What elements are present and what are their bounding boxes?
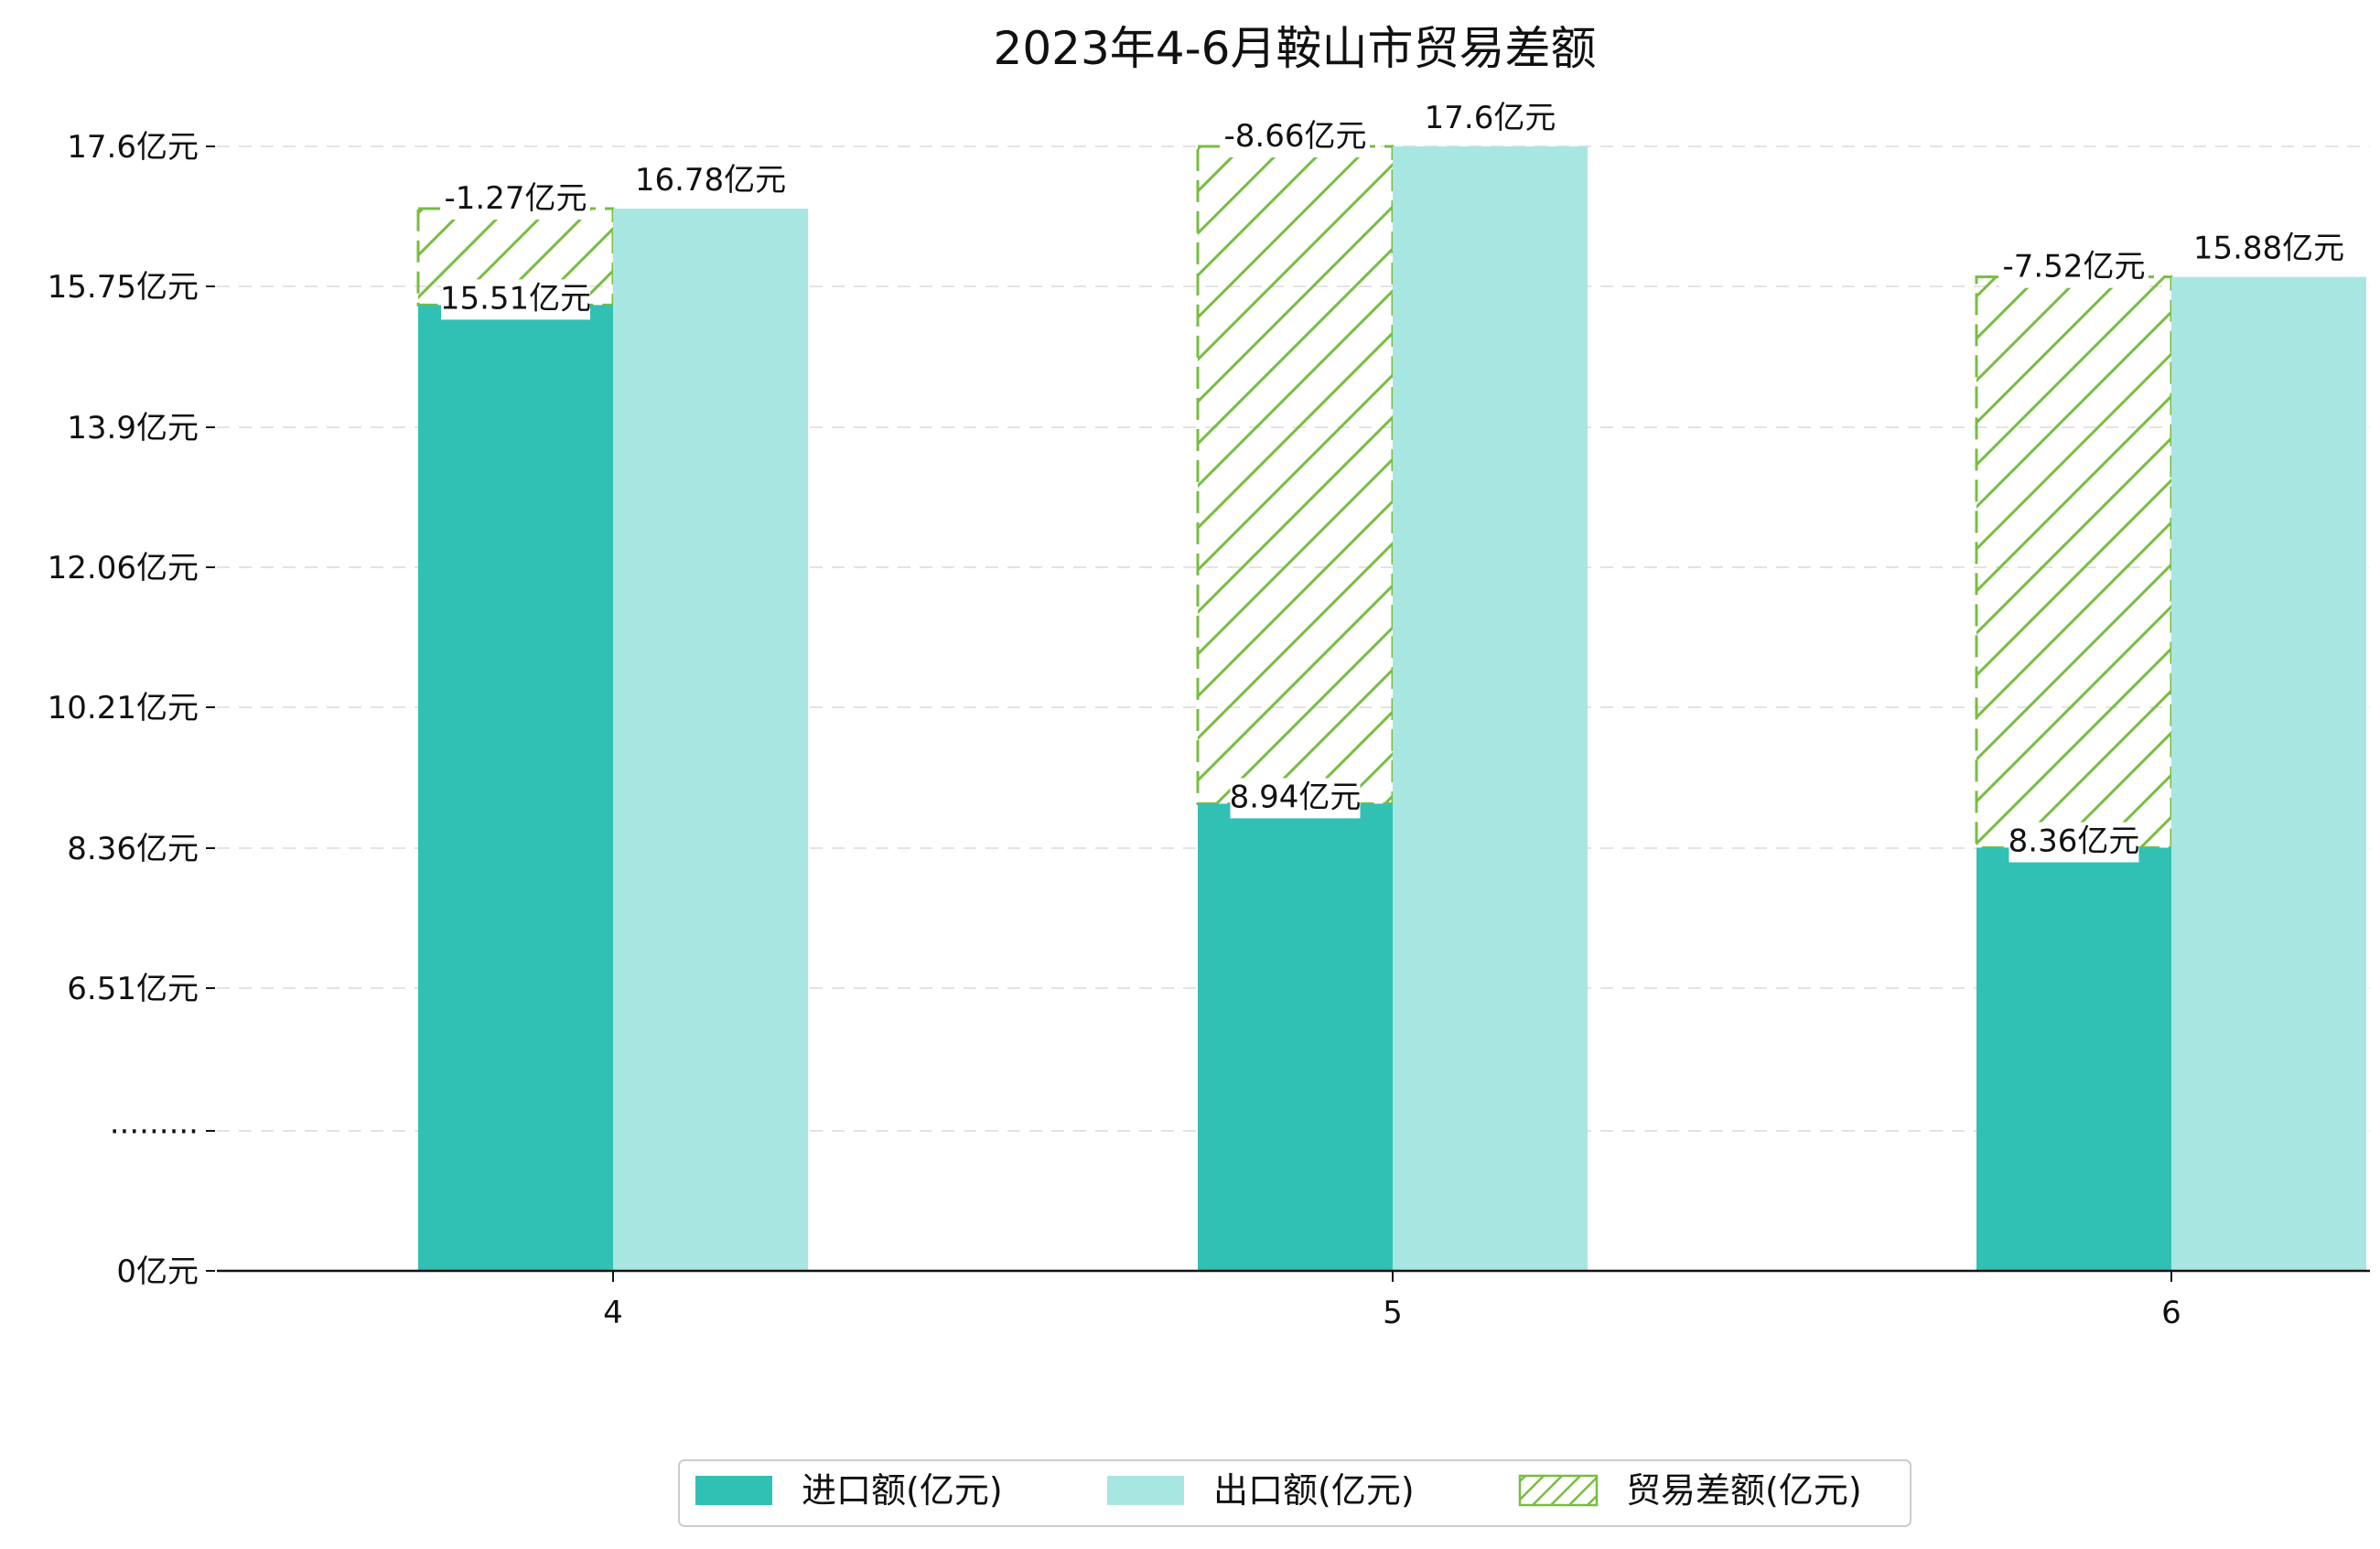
x-tick-label: 5 xyxy=(1383,1295,1403,1331)
x-tick-label: 4 xyxy=(603,1295,623,1331)
export-value-label-bg xyxy=(2194,229,2343,270)
y-tick-label: ········· xyxy=(110,1113,199,1150)
export-bar xyxy=(613,209,808,1271)
trade-balance-bar xyxy=(1975,275,2173,850)
import-value-label: 15.51亿元 xyxy=(440,280,591,317)
balance-value-label-bg xyxy=(1999,247,2148,288)
legend-swatch xyxy=(1518,1474,1599,1507)
data-labels: 15.51亿元 16.78亿元 -1.27亿元 8.94亿元 17.6亿元 -8.66亿元… xyxy=(440,99,2344,863)
bars xyxy=(416,145,2366,1271)
import-bar xyxy=(1198,803,1393,1271)
balance-value-label: -1.27亿元 xyxy=(445,180,587,217)
import-value-label-bg xyxy=(2008,822,2139,863)
legend-label: 出口额(亿元) xyxy=(1213,1470,1415,1511)
y-tick-label: 0亿元 xyxy=(116,1253,199,1290)
import-bar xyxy=(1976,847,2171,1271)
balance-value-label: -7.52亿元 xyxy=(2003,249,2146,285)
export-value-label-bg xyxy=(636,161,785,202)
export-value-label-bg xyxy=(1425,99,1556,139)
import-value-label-bg xyxy=(441,279,590,320)
chart-title: 2023年4-6月鞍山市贸易差额 xyxy=(994,22,1597,75)
legend-label: 贸易差额(亿元) xyxy=(1626,1470,1862,1511)
export-value-label: 17.6亿元 xyxy=(1425,100,1556,136)
import-bar xyxy=(418,305,613,1271)
balance-value-label: -8.66亿元 xyxy=(1224,118,1367,155)
import-value-label-bg xyxy=(1230,778,1361,819)
x-tick-label: 6 xyxy=(2161,1295,2181,1331)
y-tick-label: 13.9亿元 xyxy=(67,410,199,446)
import-value-label: 8.94亿元 xyxy=(1230,779,1362,815)
export-value-label: 16.78亿元 xyxy=(635,162,786,199)
trade-balance-bar xyxy=(1196,145,1395,805)
export-bar xyxy=(2171,276,2366,1271)
export-value-label: 15.88亿元 xyxy=(2193,231,2344,267)
balance-value-label-bg xyxy=(441,179,590,221)
legend: 进口额(亿元) 出口额(亿元) 贸易差额(亿元) xyxy=(678,1459,1912,1527)
y-tick-label: 6.51亿元 xyxy=(67,971,199,1007)
y-tick-label: 10.21亿元 xyxy=(48,690,199,726)
legend-box xyxy=(678,1459,1912,1527)
y-tick-label: 17.6亿元 xyxy=(67,129,199,166)
balance-value-label-bg xyxy=(1221,117,1370,157)
y-tick-label: 12.06亿元 xyxy=(48,550,199,586)
legend-swatch xyxy=(695,1476,772,1505)
export-bar xyxy=(1393,146,1588,1271)
import-value-label: 8.36亿元 xyxy=(2008,823,2140,860)
y-tick-label: 15.75亿元 xyxy=(48,269,199,306)
axes: 0亿元 ········· 6.51亿元 8.36亿元 10.21亿元 12.06亿元 13… xyxy=(48,129,2370,1331)
legend-swatch xyxy=(1107,1476,1184,1505)
y-tick-label: 8.36亿元 xyxy=(67,831,199,867)
legend-label: 进口额(亿元) xyxy=(802,1470,1003,1511)
